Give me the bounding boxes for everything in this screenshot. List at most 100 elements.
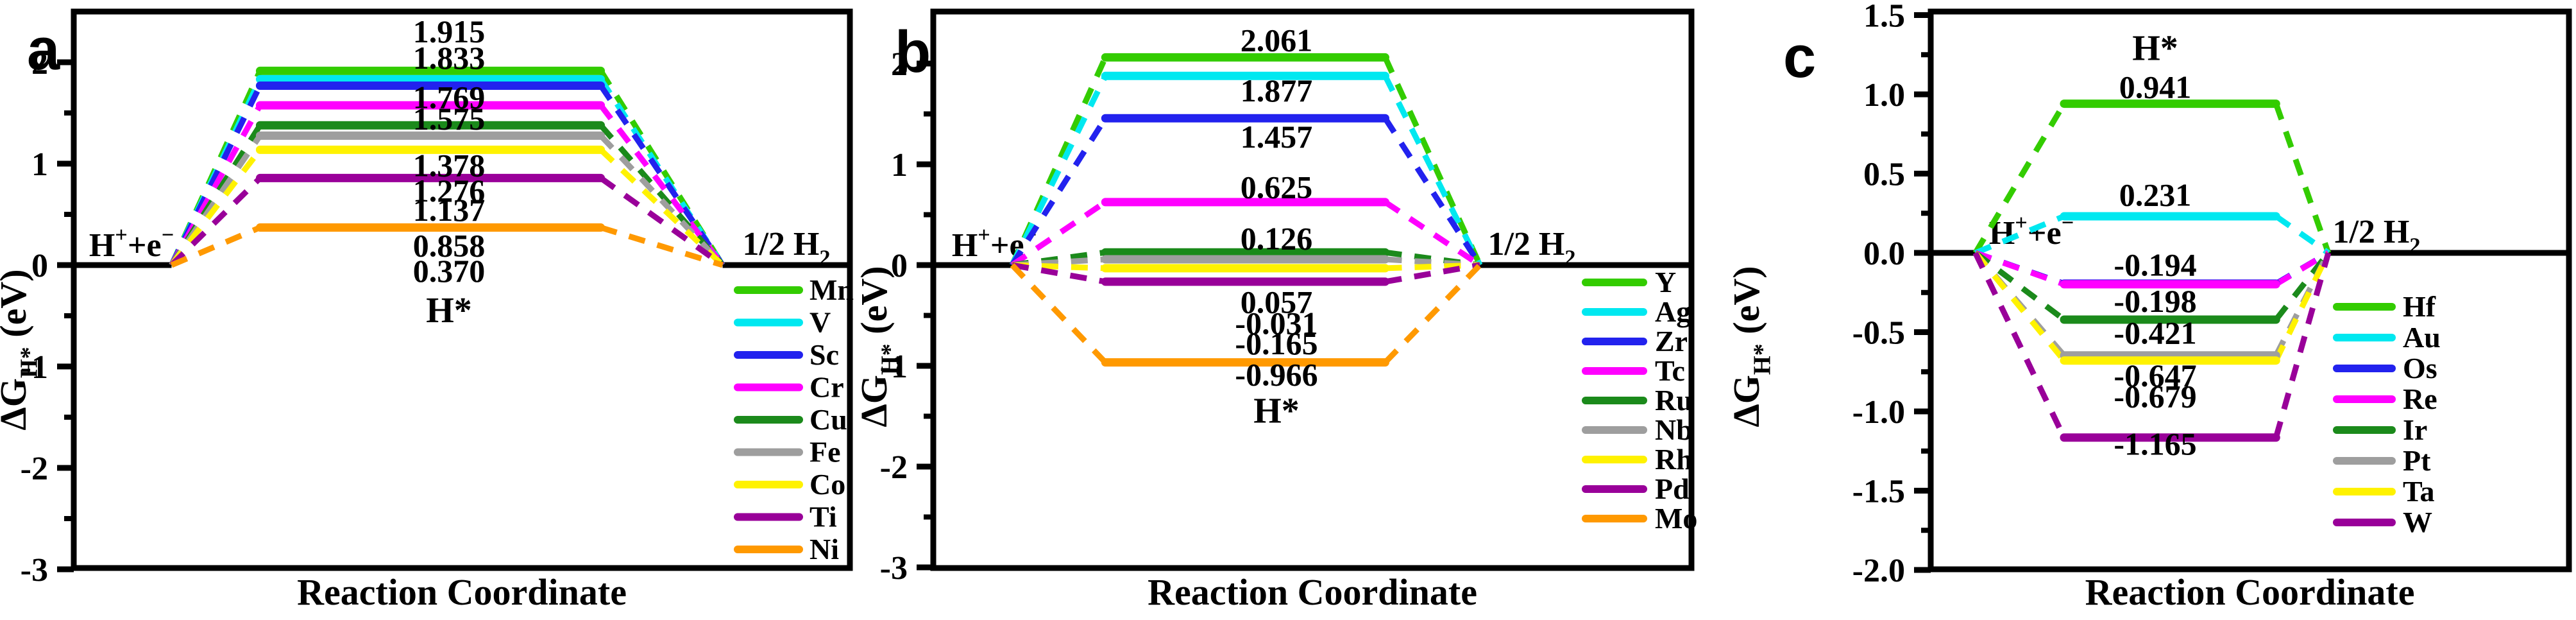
- legend-item-Co: Co: [734, 468, 845, 501]
- legend-item-V: V: [734, 306, 831, 339]
- series-rise-Ti: [169, 176, 262, 268]
- value-label: -0.194: [2114, 246, 2196, 282]
- y-tick-label: 1: [891, 147, 908, 184]
- legend-item-Nb: Nb: [1582, 413, 1693, 446]
- x-axis-label: Reaction Coordinate: [297, 571, 627, 613]
- legend-item-Tc: Tc: [1582, 354, 1685, 387]
- series-fall-Hf: [2273, 103, 2332, 254]
- y-tick-label: 0.0: [1863, 236, 1905, 272]
- legend-label-Ni: Ni: [809, 533, 839, 565]
- legend-label-Rh: Rh: [1655, 443, 1693, 476]
- panel-letter-c: c: [1783, 24, 1816, 90]
- series-fall-Nb: [1385, 256, 1480, 268]
- series-fall-Ni: [600, 225, 724, 268]
- legend-item-Ti: Ti: [734, 501, 837, 533]
- hstar-label: H*: [426, 291, 472, 331]
- legend-item-Pt: Pt: [2333, 444, 2431, 477]
- legend-label-Cu: Cu: [809, 403, 847, 436]
- value-label: 0.941: [2119, 69, 2192, 105]
- y-tick-label: 2: [891, 46, 908, 83]
- legend-label-Y: Y: [1655, 266, 1676, 298]
- legend-item-Sc: Sc: [734, 338, 839, 371]
- y-tick-label: -1.5: [1852, 474, 1905, 510]
- legend-label-Pt: Pt: [2403, 444, 2431, 477]
- legend-label-Ir: Ir: [2403, 413, 2427, 446]
- y-tick-label: -1: [880, 349, 908, 385]
- legend-item-Rh: Rh: [1582, 443, 1693, 476]
- plot-box: [930, 8, 1695, 571]
- legend-item-Y: Y: [1582, 266, 1676, 298]
- legend-label-Hf: Hf: [2403, 290, 2436, 323]
- series-rise-Ta: [1973, 251, 2067, 363]
- panel-a: 2 1 0 -1 -2 -3 ΔGH* (eV) H++e− 1/2 H2 1.915 1.833 1…: [0, 0, 860, 620]
- value-label: 1.276: [413, 173, 486, 209]
- legend-label-Fe: Fe: [809, 436, 841, 469]
- series-fall-Rh: [1385, 262, 1480, 271]
- y-tick-label: -2: [880, 449, 908, 486]
- value-label: -0.198: [2114, 283, 2196, 319]
- series-fall-Re: [2274, 250, 2330, 287]
- series-fall-Ru: [1384, 249, 1480, 268]
- legend-label-Ti: Ti: [809, 501, 837, 533]
- value-label: 1.833: [413, 40, 486, 76]
- value-label: -0.421: [2114, 315, 2196, 351]
- initial-state-label: H++e−: [89, 223, 174, 264]
- legend-item-Ir: Ir: [2333, 413, 2427, 446]
- legend-label-Pd: Pd: [1655, 472, 1690, 505]
- hstar-label: H*: [2132, 28, 2178, 68]
- legend-label-V: V: [809, 306, 831, 339]
- hstar-label: H*: [1253, 392, 1300, 431]
- y-tick-label: -0.5: [1852, 315, 1905, 352]
- value-label: -0.031: [1235, 305, 1318, 341]
- series-rise-Re: [1974, 250, 2065, 288]
- plot-box: [71, 8, 853, 571]
- series-rise-Au: [1974, 213, 2065, 256]
- series-fall-Ti: [598, 175, 725, 268]
- legend-item-Re: Re: [2333, 383, 2437, 415]
- y-tick-label: 1: [31, 146, 48, 183]
- y-tick-label: 0.5: [1863, 157, 1905, 193]
- value-label: 0.858: [413, 227, 486, 263]
- final-state-label: 1/2 H2: [2332, 214, 2420, 258]
- legend-label-Mo: Mo: [1655, 502, 1697, 535]
- legend-item-Ag: Ag: [1582, 295, 1691, 328]
- value-label: 0.625: [1241, 169, 1313, 205]
- legend-label-Tc: Tc: [1655, 354, 1685, 387]
- y-tick-label: -2: [21, 451, 48, 487]
- legend-item-W: W: [2333, 506, 2432, 538]
- y-tick-label: -1.0: [1852, 394, 1905, 431]
- y-tick-label: 1.5: [1863, 0, 1905, 35]
- series-rise-W: [1972, 252, 2067, 439]
- legend-item-Mo: Mo: [1582, 502, 1697, 535]
- y-tick-label: -1: [21, 349, 48, 386]
- series-fall-Fe: [598, 133, 725, 268]
- value-label: 1.769: [413, 80, 486, 116]
- value-label: 1.915: [413, 13, 486, 49]
- legend-item-Pd: Pd: [1582, 472, 1690, 505]
- series-fall-Cr: [598, 103, 725, 267]
- legend-label-Re: Re: [2403, 383, 2437, 415]
- legend-label-Au: Au: [2403, 321, 2441, 354]
- value-label: 1.575: [413, 101, 486, 137]
- legend-item-Ta: Ta: [2333, 475, 2434, 508]
- y-tick-label: 2: [31, 45, 48, 82]
- series-fall-Sc: [598, 83, 725, 267]
- value-label: 0.231: [2119, 177, 2192, 213]
- y-tick-label: -2.0: [1852, 553, 1905, 589]
- legend-label-Ta: Ta: [2403, 475, 2434, 508]
- legend-item-Hf: Hf: [2333, 290, 2436, 323]
- value-label: 1.378: [413, 148, 486, 184]
- panel-letter-a: a: [27, 17, 60, 82]
- series-fall-W: [2273, 252, 2332, 438]
- value-label: -0.647: [2114, 357, 2196, 393]
- x-axis-label: Reaction Coordinate: [2085, 571, 2415, 613]
- legend-item-Cr: Cr: [734, 371, 844, 404]
- series-fall-Tc: [1383, 200, 1482, 268]
- legend-label-Co: Co: [809, 468, 845, 501]
- value-label: -1.165: [2114, 426, 2196, 461]
